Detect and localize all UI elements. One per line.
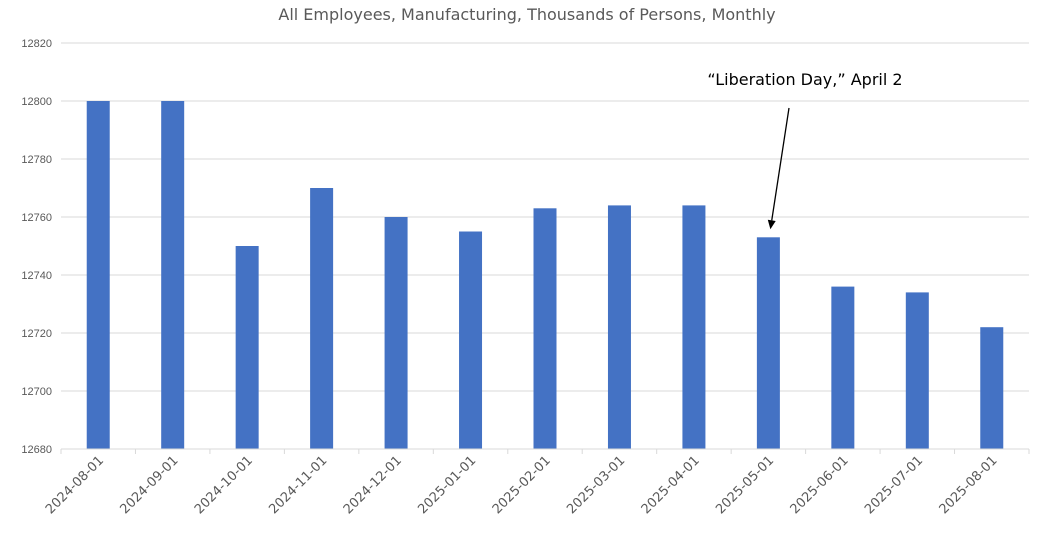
bar [980,327,1004,449]
bar [459,231,483,449]
bar [384,217,408,449]
bar [905,292,929,449]
x-tick-label: 2025-01-01 [415,453,479,517]
x-tick-label: 2024-11-01 [266,453,330,517]
annotation-arrow [771,107,790,221]
y-tick-label: 12820 [21,38,52,50]
bar [831,286,855,449]
y-tick-label: 12680 [21,444,52,456]
annotation-text: “Liberation Day,” April 2 [707,70,902,89]
y-tick-label: 12760 [21,212,52,224]
y-tick-label: 12700 [21,386,52,398]
annotation: “Liberation Day,” April 2 [707,70,903,230]
y-axis-ticks: 12680 12700 12720 12740 12760 12780 12800 12820 [21,38,52,456]
y-tick-label: 12720 [21,328,52,340]
x-tick-label: 2025-08-01 [937,453,1001,517]
bar [86,101,110,449]
bar [607,205,631,449]
x-tick-label: 2025-06-01 [788,453,852,517]
x-tick-label: 2025-02-01 [490,453,554,517]
x-tick-label: 2025-04-01 [639,453,703,517]
bar [161,101,185,449]
bar [310,188,334,449]
bars [86,101,1004,449]
x-axis-ticks: 2024-08-01 2024-09-01 2024-10-01 2024-11-01… [43,449,1030,517]
chart-title: All Employees, Manufacturing, Thousands … [278,5,775,24]
bar [756,237,780,449]
bar [235,246,259,449]
x-tick-label: 2025-03-01 [564,453,628,517]
x-tick-label: 2024-10-01 [192,453,256,517]
x-tick-label: 2024-09-01 [117,453,181,517]
x-tick-label: 2025-07-01 [862,453,926,517]
y-tick-label: 12740 [21,270,52,282]
bar [533,208,557,449]
bar [682,205,706,449]
x-tick-label: 2024-12-01 [341,453,405,517]
y-tick-label: 12780 [21,154,52,166]
x-tick-label: 2025-05-01 [713,453,777,517]
y-tick-label: 12800 [21,96,52,108]
annotation-arrowhead [767,219,776,230]
x-tick-label: 2024-08-01 [43,453,107,517]
